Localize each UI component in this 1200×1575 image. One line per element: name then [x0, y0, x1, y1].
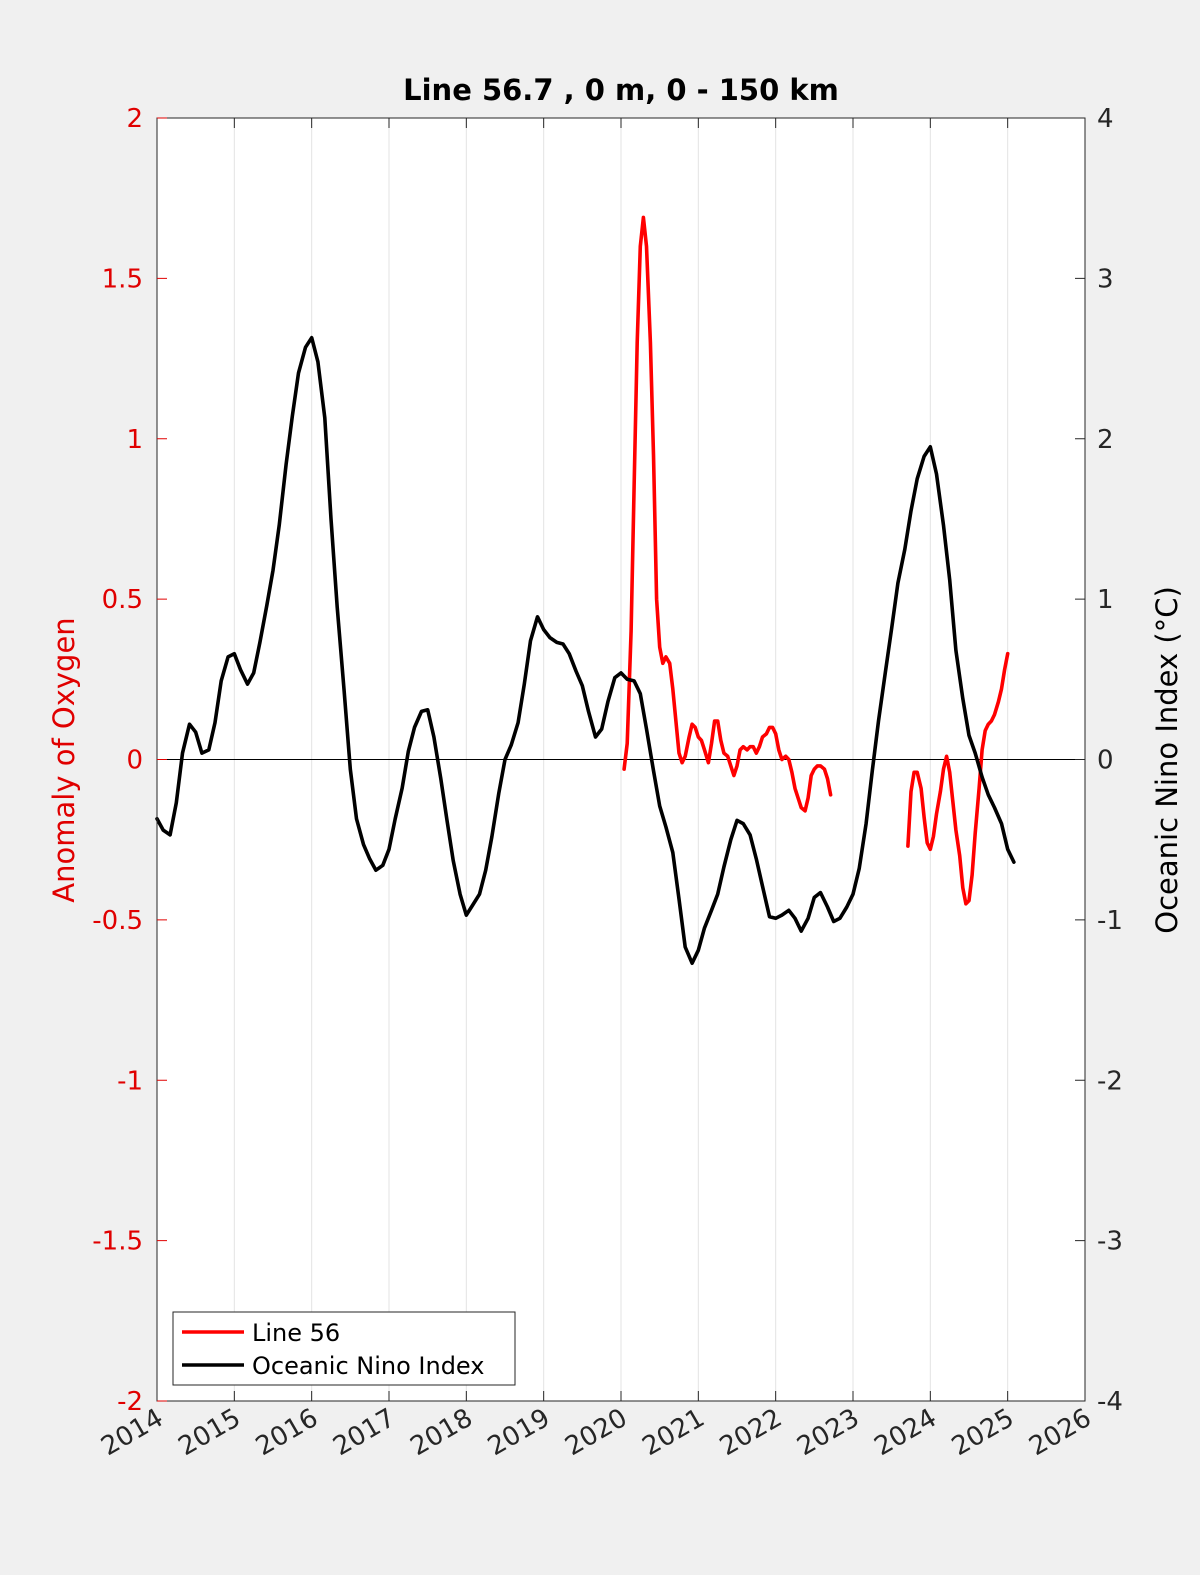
left-y-tick-label: 1.5 — [102, 264, 143, 294]
right-y-tick-label: -2 — [1097, 1066, 1123, 1096]
right-y-tick-labels: -4 -3 -2 -1 0 1 2 3 4 — [1097, 104, 1123, 1417]
series-line-line-56 — [622, 215, 833, 813]
left-y-tick-label: -0.5 — [92, 906, 143, 936]
series-line-oceanic-nino-index — [155, 335, 1016, 965]
axis-ticks — [156, 117, 1086, 1402]
right-y-tick-label: -3 — [1097, 1227, 1123, 1257]
left-y-tick-label: -1 — [117, 1066, 143, 1096]
right-y-tick-label: 1 — [1097, 585, 1114, 615]
right-y-tick-label: 2 — [1097, 425, 1114, 455]
right-y-tick-label: -1 — [1097, 906, 1123, 936]
series-layer — [155, 215, 1016, 965]
left-y-tick-label: 2 — [126, 104, 143, 134]
right-y-tick-label: 4 — [1097, 104, 1114, 134]
series-line-line-56 — [906, 651, 1010, 906]
left-y-tick-label: -2 — [117, 1387, 143, 1417]
right-y-axis-label: Oceanic Nino Index (°C) — [1150, 586, 1184, 934]
left-y-tick-label: -1.5 — [92, 1227, 143, 1257]
right-y-tick-label: 3 — [1097, 264, 1114, 294]
left-y-axis-label: Anomaly of Oxygen — [47, 617, 81, 902]
legend-label-oni: Oceanic Nino Index — [252, 1352, 484, 1380]
chart-title: Line 56.7 , 0 m, 0 - 150 km — [403, 73, 839, 107]
left-y-tick-label: 0.5 — [102, 585, 143, 615]
left-y-tick-label: 1 — [126, 425, 143, 455]
legend: Line 56 Oceanic Nino Index — [172, 1311, 516, 1386]
legend-label-line56: Line 56 — [252, 1319, 340, 1347]
left-y-tick-label: 0 — [126, 746, 143, 776]
legend-box — [172, 1311, 516, 1386]
right-y-tick-label: -4 — [1097, 1387, 1123, 1417]
right-y-tick-label: 0 — [1097, 746, 1114, 776]
left-y-tick-labels: -2 -1.5 -1 -0.5 0 0.5 1 1.5 2 — [92, 104, 143, 1417]
